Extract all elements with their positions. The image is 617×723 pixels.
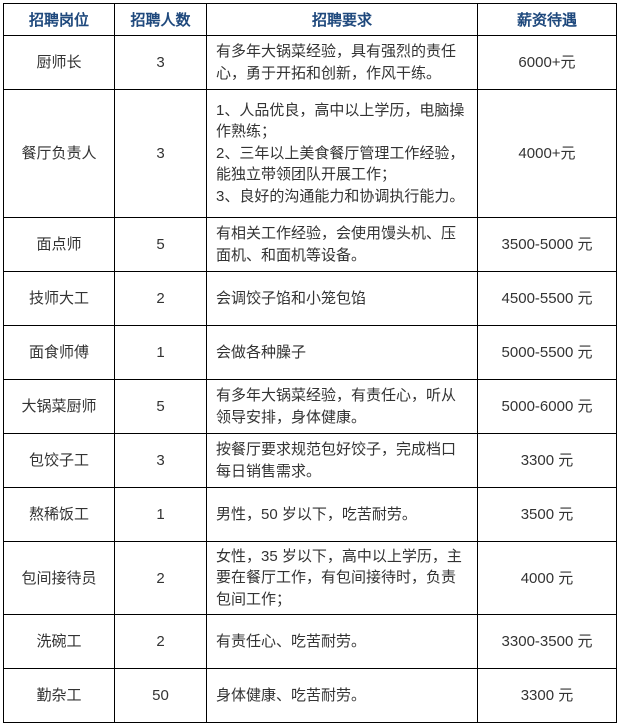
salary-cell: 3500 元 [477,487,617,542]
table-row: 面点师 5 有相关工作经验，会使用馒头机、压面机、和面机等设备。 3500-5000 … [3,217,617,272]
salary-cell: 4000+元 [477,89,617,218]
requirements-cell: 有相关工作经验，会使用馒头机、压面机、和面机等设备。 [206,217,478,272]
requirements-cell: 女性，35 岁以下，高中以上学历，主要在餐厅工作，有包间接待时，负责包间工作； [206,541,478,615]
position-cell: 包间接待员 [3,541,115,615]
count-cell: 3 [114,433,207,488]
salary-cell: 4500-5500 元 [477,271,617,326]
salary-cell: 5000-5500 元 [477,325,617,380]
salary-cell: 3300-3500 元 [477,614,617,669]
position-cell: 厨师长 [3,35,115,90]
position-cell: 勤杂工 [3,668,115,723]
salary-cell: 4000 元 [477,541,617,615]
requirements-cell: 有责任心、吃苦耐劳。 [206,614,478,669]
position-cell: 洗碗工 [3,614,115,669]
table-row: 包间接待员 2 女性，35 岁以下，高中以上学历，主要在餐厅工作，有包间接待时，负责… [3,541,617,615]
requirements-cell: 男性，50 岁以下，吃苦耐劳。 [206,487,478,542]
position-cell: 面点师 [3,217,115,272]
salary-cell: 3300 元 [477,433,617,488]
table-row: 大锅菜厨师 5 有多年大锅菜经验，有责任心，听从领导安排，身体健康。 5000-600… [3,379,617,434]
count-cell: 5 [114,217,207,272]
column-header-salary: 薪资待遇 [477,3,617,36]
count-cell: 1 [114,325,207,380]
requirements-cell: 1、人品优良，高中以上学历，电脑操作熟练； 2、三年以上美食餐厅管理工作经验，能… [206,89,478,218]
count-cell: 2 [114,271,207,326]
position-cell: 大锅菜厨师 [3,379,115,434]
column-header-requirements: 招聘要求 [206,3,478,36]
requirements-cell: 会调饺子馅和小笼包馅 [206,271,478,326]
header-row: 招聘岗位 招聘人数 招聘要求 薪资待遇 [3,3,617,36]
column-header-position: 招聘岗位 [3,3,115,36]
requirements-cell: 会做各种臊子 [206,325,478,380]
requirements-cell: 按餐厅要求规范包好饺子，完成档口每日销售需求。 [206,433,478,488]
table-body: 厨师长 3 有多年大锅菜经验，具有强烈的责任心，勇于开拓和创新，作风干练。 6000+… [3,35,617,723]
requirements-cell: 有多年大锅菜经验，有责任心，听从领导安排，身体健康。 [206,379,478,434]
count-cell: 2 [114,541,207,615]
requirements-cell: 有多年大锅菜经验，具有强烈的责任心，勇于开拓和创新，作风干练。 [206,35,478,90]
position-cell: 面食师傅 [3,325,115,380]
table-row: 餐厅负责人 3 1、人品优良，高中以上学历，电脑操作熟练； 2、三年以上美食餐厅管理… [3,89,617,218]
table-row: 技师大工 2 会调饺子馅和小笼包馅 4500-5500 元 [3,271,617,326]
table-row: 勤杂工 50 身体健康、吃苦耐劳。 3300 元 [3,668,617,723]
count-cell: 3 [114,35,207,90]
table-row: 熬稀饭工 1 男性，50 岁以下，吃苦耐劳。 3500 元 [3,487,617,542]
table-row: 面食师傅 1 会做各种臊子 5000-5500 元 [3,325,617,380]
salary-cell: 3300 元 [477,668,617,723]
count-cell: 2 [114,614,207,669]
requirements-cell: 身体健康、吃苦耐劳。 [206,668,478,723]
salary-cell: 3500-5000 元 [477,217,617,272]
column-header-count: 招聘人数 [114,3,207,36]
count-cell: 5 [114,379,207,434]
count-cell: 3 [114,89,207,218]
position-cell: 熬稀饭工 [3,487,115,542]
position-cell: 餐厅负责人 [3,89,115,218]
count-cell: 50 [114,668,207,723]
count-cell: 1 [114,487,207,542]
table-row: 厨师长 3 有多年大锅菜经验，具有强烈的责任心，勇于开拓和创新，作风干练。 6000+… [3,35,617,90]
salary-cell: 5000-6000 元 [477,379,617,434]
salary-cell: 6000+元 [477,35,617,90]
position-cell: 技师大工 [3,271,115,326]
recruitment-table: 招聘岗位 招聘人数 招聘要求 薪资待遇 厨师长 3 有多年大锅菜经验，具有强烈的责任… [3,3,617,723]
table-row: 包饺子工 3 按餐厅要求规范包好饺子，完成档口每日销售需求。 3300 元 [3,433,617,488]
table-row: 洗碗工 2 有责任心、吃苦耐劳。 3300-3500 元 [3,614,617,669]
position-cell: 包饺子工 [3,433,115,488]
